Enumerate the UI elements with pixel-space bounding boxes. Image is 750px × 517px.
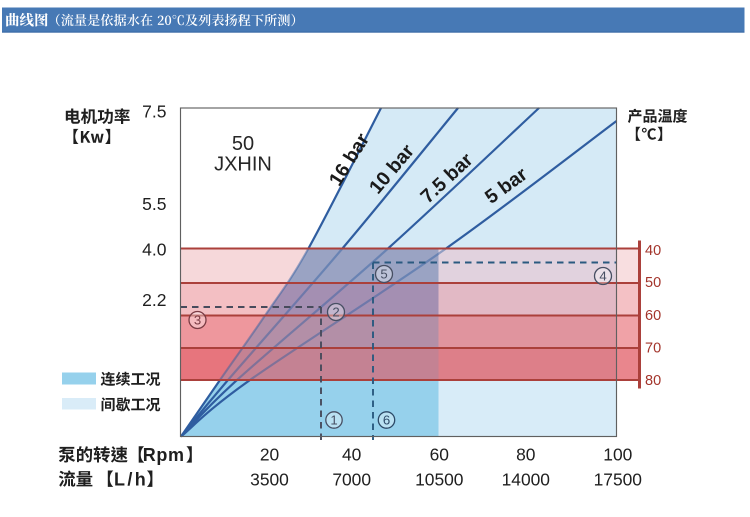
svg-text:4: 4 bbox=[599, 269, 606, 284]
svg-text:7.5: 7.5 bbox=[142, 102, 166, 122]
svg-text:80: 80 bbox=[516, 445, 535, 465]
svg-text:3: 3 bbox=[194, 313, 201, 328]
svg-text:4.0: 4.0 bbox=[142, 240, 167, 260]
svg-text:3500: 3500 bbox=[250, 469, 289, 489]
svg-text:2: 2 bbox=[332, 305, 339, 320]
svg-text:2.2: 2.2 bbox=[142, 290, 166, 310]
svg-text:40: 40 bbox=[645, 243, 661, 259]
svg-text:60: 60 bbox=[430, 445, 449, 465]
svg-text:17500: 17500 bbox=[594, 469, 642, 489]
svg-text:7000: 7000 bbox=[332, 469, 371, 489]
svg-text:JXHIN: JXHIN bbox=[214, 154, 272, 176]
svg-text:20: 20 bbox=[260, 445, 279, 465]
svg-text:40: 40 bbox=[342, 445, 361, 465]
svg-text:5.5: 5.5 bbox=[142, 194, 166, 214]
svg-text:50: 50 bbox=[645, 275, 661, 291]
svg-text:70: 70 bbox=[645, 341, 661, 357]
svg-text:10500: 10500 bbox=[415, 469, 463, 489]
svg-text:L/h: L/h bbox=[114, 469, 148, 489]
svg-text:50: 50 bbox=[232, 133, 254, 155]
svg-text:6: 6 bbox=[383, 413, 390, 428]
svg-text:14000: 14000 bbox=[502, 469, 550, 489]
svg-text:100: 100 bbox=[603, 445, 632, 465]
svg-text:80: 80 bbox=[645, 373, 661, 389]
svg-text:1: 1 bbox=[330, 413, 337, 428]
svg-text:60: 60 bbox=[645, 308, 661, 324]
svg-text:5: 5 bbox=[380, 267, 387, 282]
svg-text:Rpm: Rpm bbox=[143, 445, 185, 465]
